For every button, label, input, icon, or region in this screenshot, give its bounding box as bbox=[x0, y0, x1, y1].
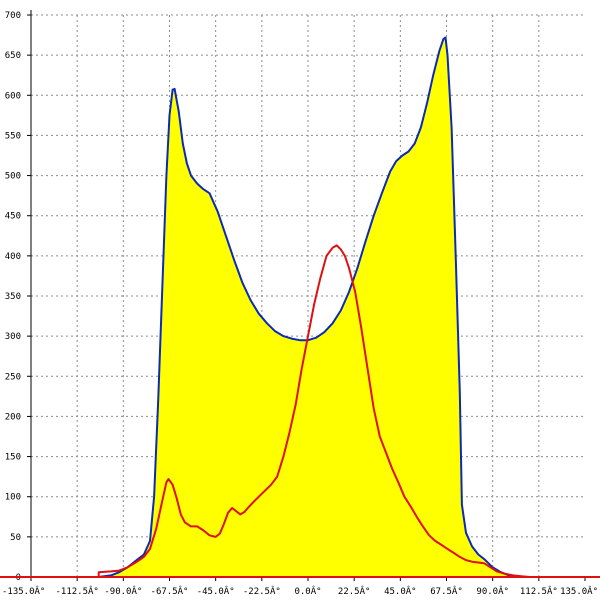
y-tick-label: 400 bbox=[5, 252, 21, 262]
y-tick-label: 150 bbox=[5, 453, 21, 463]
y-tick-label: 350 bbox=[5, 292, 21, 302]
y-tick-label: 50 bbox=[10, 533, 21, 543]
y-tick-label: 300 bbox=[5, 332, 21, 342]
y-tick-label: 550 bbox=[5, 131, 21, 141]
y-tick-label: 650 bbox=[5, 51, 21, 61]
x-tick-label: -22.5Â° bbox=[243, 585, 281, 597]
x-tick-label: -67.5Â° bbox=[151, 585, 189, 597]
x-tick-label: 135.0Â° bbox=[560, 585, 598, 597]
x-tick-label: 112.5Â° bbox=[520, 585, 558, 597]
x-tick-label: 45.0Â° bbox=[384, 585, 417, 597]
y-tick-label: 250 bbox=[5, 372, 21, 382]
y-tick-label: 700 bbox=[5, 11, 21, 21]
series-line-1 bbox=[31, 244, 585, 578]
y-tick-label: 600 bbox=[5, 91, 21, 101]
x-tick-label: -90.0Â° bbox=[104, 585, 142, 597]
y-tick-label: 200 bbox=[5, 412, 21, 422]
x-tick-label: -112.5Â° bbox=[55, 585, 98, 597]
y-tick-label: 100 bbox=[5, 493, 21, 503]
x-tick-label: -135.0Â° bbox=[2, 585, 45, 597]
y-tick-label: 450 bbox=[5, 212, 21, 222]
x-tick-label: -45.0Â° bbox=[197, 585, 235, 597]
x-tick-label: 22.5Â° bbox=[338, 585, 371, 597]
series-line-0 bbox=[31, 36, 585, 578]
x-tick-label: 90.0Â° bbox=[476, 585, 509, 597]
y-tick-label: 500 bbox=[5, 172, 21, 182]
series-area-fill bbox=[31, 37, 585, 577]
x-tick-label: 0.0Â° bbox=[294, 585, 321, 597]
x-tick-label: 67.5Â° bbox=[430, 585, 463, 597]
